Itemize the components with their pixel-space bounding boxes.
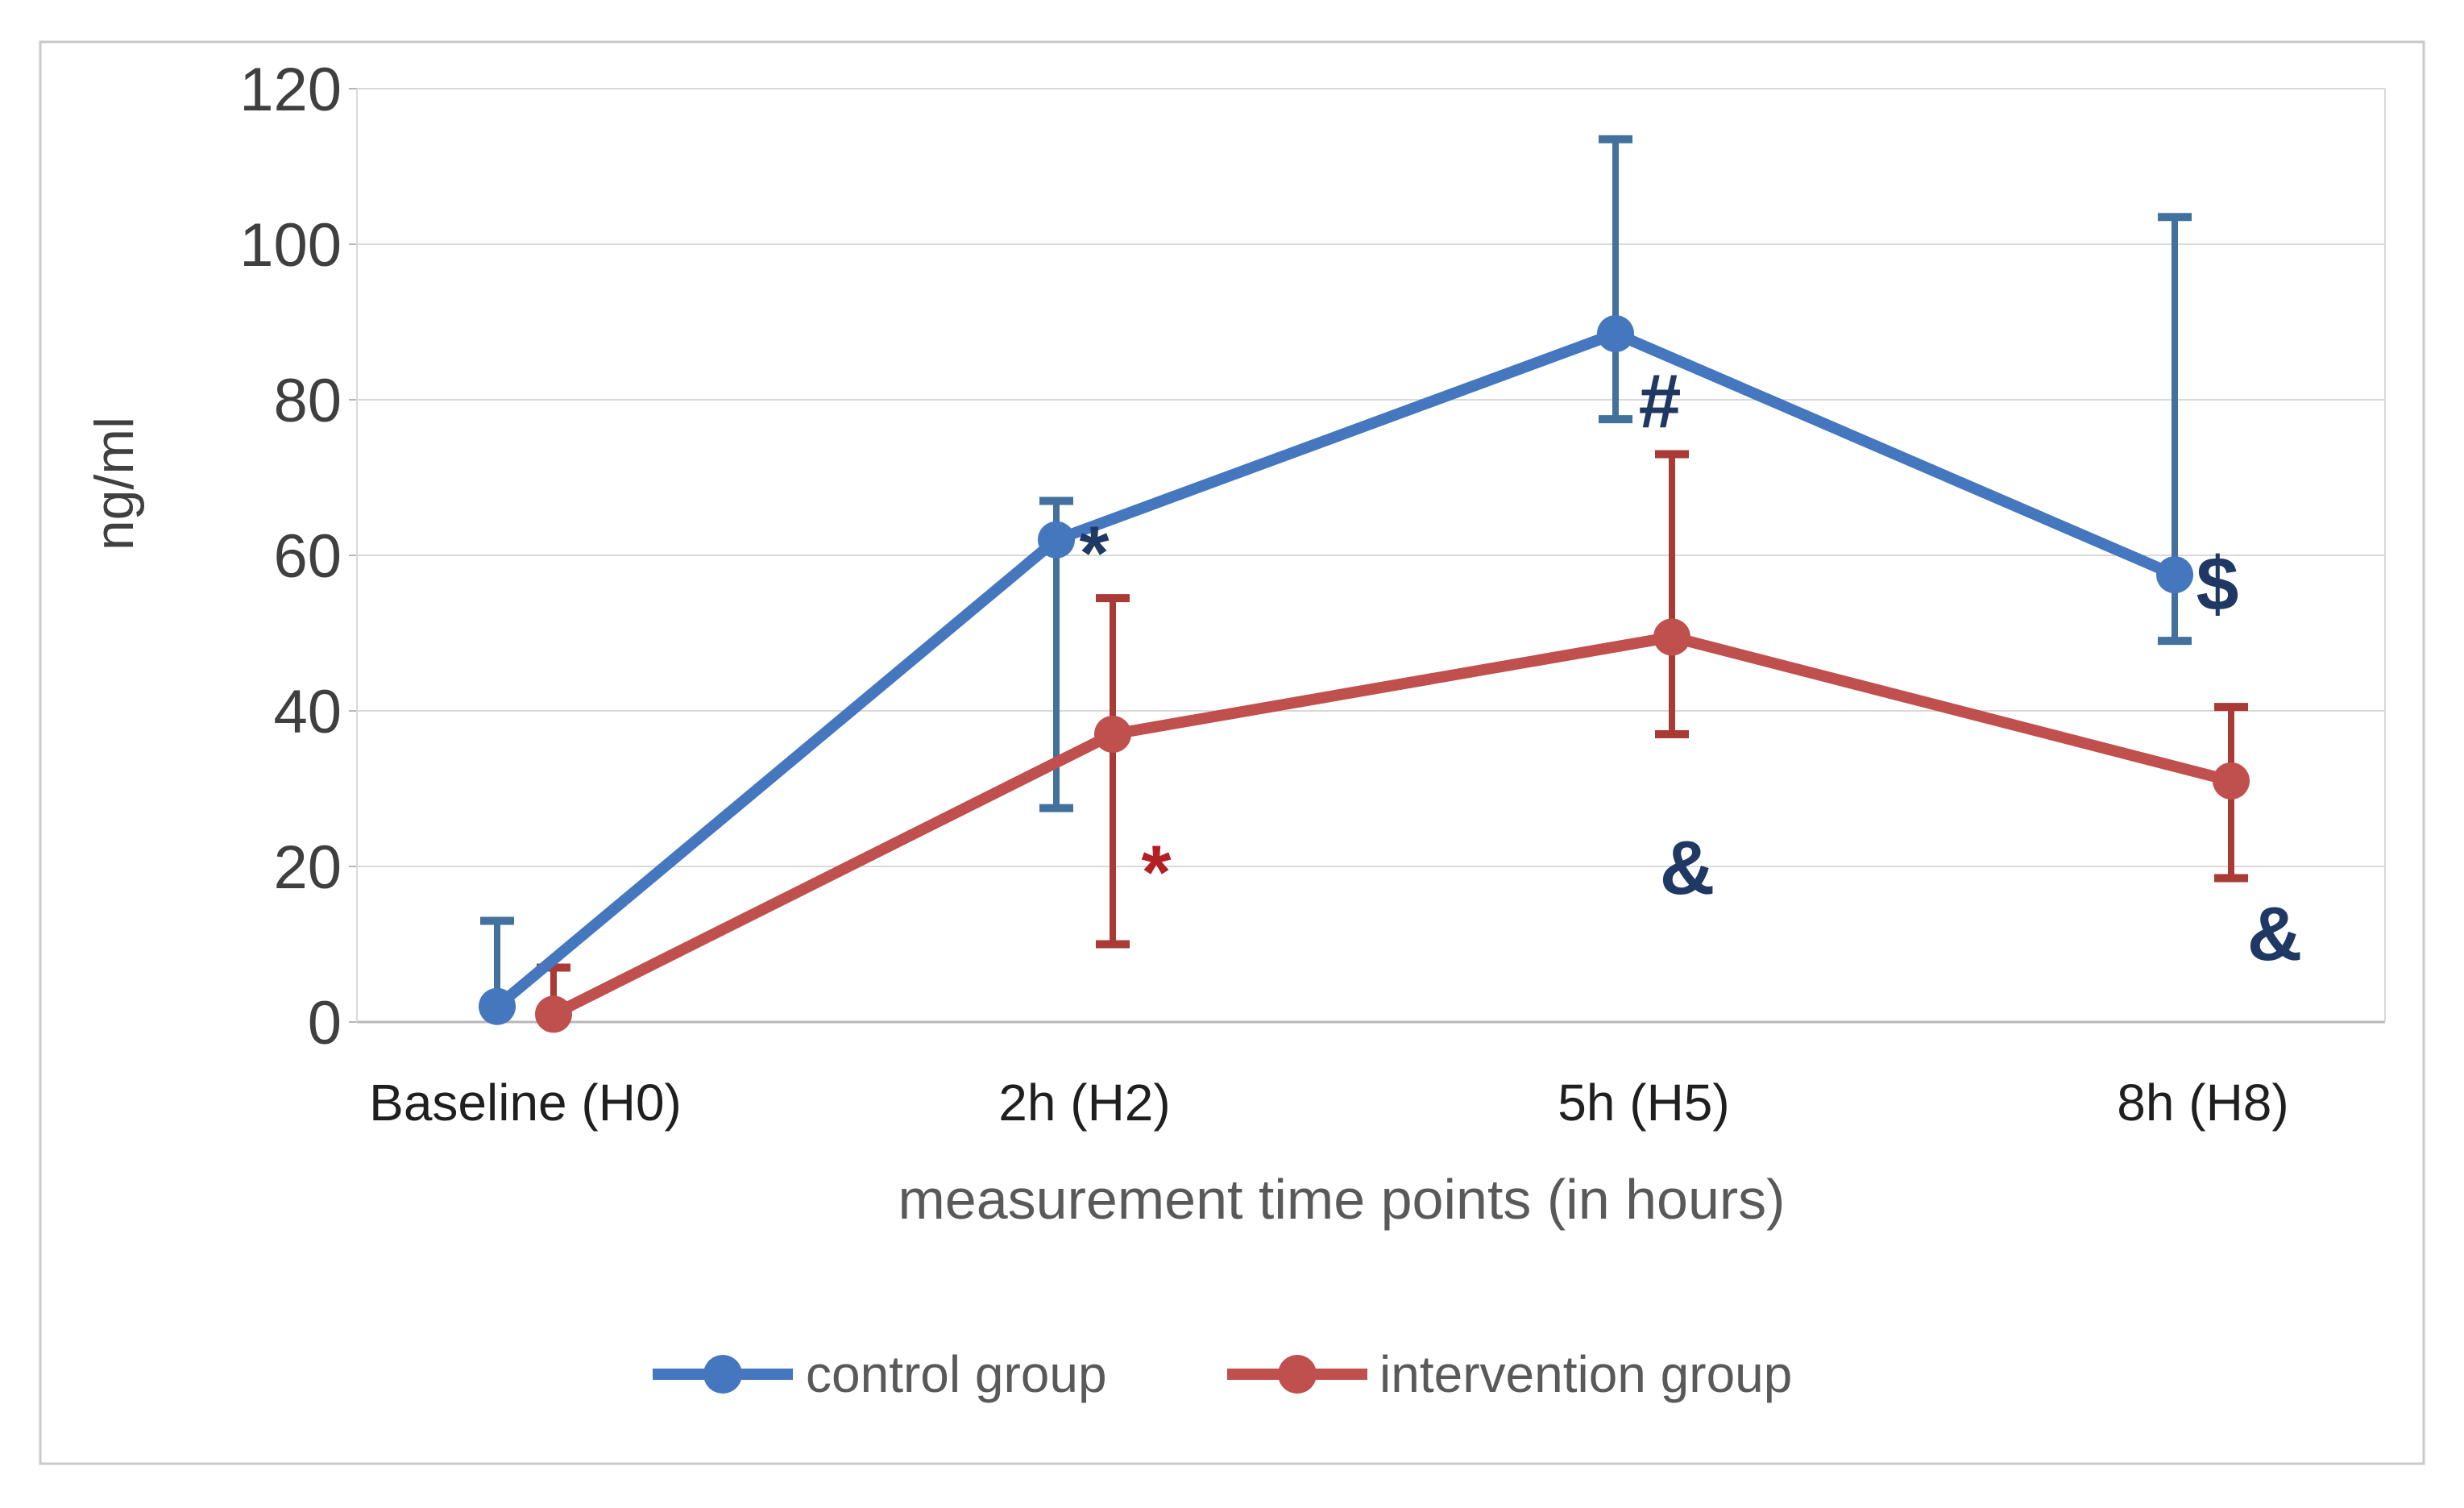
legend-intervention-label: intervention group xyxy=(1379,1345,1792,1403)
series-lines-layer xyxy=(492,327,2237,1020)
control-group-line xyxy=(492,327,2180,1012)
y-tick-label-40: 40 xyxy=(273,678,342,746)
annotation-symbol-5: & xyxy=(2247,891,2303,977)
x-category-label-5h: 5h (H5) xyxy=(1558,1074,1729,1132)
annotation-symbol-1: * xyxy=(1142,829,1172,915)
x-axis-title: measurement time points (in hours) xyxy=(898,1168,1786,1231)
y-tick-label-0: 0 xyxy=(308,989,342,1057)
legend-control-label: control group xyxy=(806,1345,1107,1403)
y-axis-title: ng/ml xyxy=(84,417,145,550)
x-category-label-8h: 8h (H8) xyxy=(2117,1074,2288,1132)
data-point-intervention-2h (H2) xyxy=(1094,715,1131,753)
annotations-layer: * * # & $ & xyxy=(1080,359,2303,977)
data-points-layer xyxy=(479,314,2250,1033)
gridlines-layer xyxy=(349,88,2386,1024)
error-bars-layer xyxy=(480,135,2248,1015)
data-point-control-Baseline (H0) xyxy=(479,987,516,1025)
x-category-label-2h: 2h (H2) xyxy=(998,1074,1170,1132)
data-point-intervention-5h (H5) xyxy=(1653,618,1690,656)
x-category-label-baseline: Baseline (H0) xyxy=(369,1074,682,1132)
y-tick-label-20: 20 xyxy=(273,833,342,902)
annotation-symbol-4: $ xyxy=(2196,542,2239,627)
data-point-control-5h (H5) xyxy=(1597,314,1634,352)
legend-control-marker xyxy=(703,1355,742,1394)
data-point-intervention-8h (H8) xyxy=(2213,762,2250,800)
y-tick-label-120: 120 xyxy=(239,56,342,124)
data-point-control-8h (H8) xyxy=(2156,556,2193,594)
y-tick-label-80: 80 xyxy=(273,367,342,435)
figure-border xyxy=(39,40,2425,1465)
y-tick-label-100: 100 xyxy=(239,211,342,280)
annotation-symbol-0: * xyxy=(1080,511,1110,596)
y-tick-label-60: 60 xyxy=(273,522,342,591)
data-point-intervention-Baseline (H0) xyxy=(535,995,572,1033)
legend: control group intervention group xyxy=(653,1345,1792,1403)
intervention-group-line xyxy=(548,631,2237,1020)
legend-intervention-marker xyxy=(1278,1355,1317,1394)
data-point-control-2h (H2) xyxy=(1038,521,1075,559)
annotation-symbol-2: # xyxy=(1639,359,1682,444)
annotation-symbol-3: & xyxy=(1660,825,1715,911)
